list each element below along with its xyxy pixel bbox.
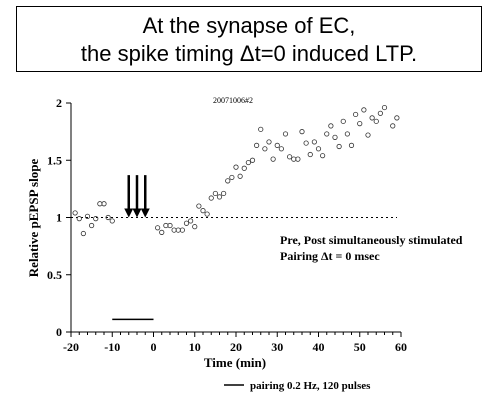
data-point bbox=[315, 146, 322, 152]
data-point bbox=[299, 129, 305, 135]
data-point bbox=[262, 146, 268, 152]
data-point bbox=[278, 146, 284, 152]
data-point bbox=[241, 165, 247, 171]
data-point bbox=[287, 154, 293, 160]
data-point bbox=[390, 123, 396, 129]
data-point bbox=[93, 216, 99, 222]
legend-label: pairing 0.2 Hz, 120 pulses bbox=[250, 380, 371, 392]
data-point bbox=[159, 229, 165, 235]
title-line-2: the spike timing Δt=0 induced LTP. bbox=[80, 41, 418, 66]
x-tick-label: 20 bbox=[230, 340, 242, 354]
data-point bbox=[196, 203, 202, 209]
data-point bbox=[216, 194, 223, 200]
y-axis-label: Relative pEPSP slope bbox=[26, 159, 41, 278]
x-tick-label: 10 bbox=[189, 340, 201, 354]
annotation-line-2: Pairing Δt = 0 msec bbox=[280, 249, 380, 263]
data-point bbox=[155, 225, 161, 231]
data-point bbox=[183, 220, 190, 226]
data-point bbox=[270, 156, 276, 162]
data-point bbox=[348, 142, 355, 148]
data-point bbox=[361, 107, 367, 113]
data-point bbox=[336, 143, 342, 150]
data-point bbox=[249, 157, 256, 163]
x-axis-label: Time (min) bbox=[204, 355, 266, 370]
data-point bbox=[282, 131, 289, 137]
annotation-line-1: Pre, Post simultaneously stimulated bbox=[280, 233, 463, 247]
data-point bbox=[80, 230, 86, 237]
data-point bbox=[258, 126, 264, 132]
data-point bbox=[373, 118, 379, 124]
data-point bbox=[245, 159, 251, 166]
data-point bbox=[394, 115, 400, 121]
data-point bbox=[311, 139, 317, 145]
data-point bbox=[369, 115, 375, 121]
data-point bbox=[204, 211, 210, 217]
data-point bbox=[208, 195, 214, 201]
data-point bbox=[357, 121, 363, 127]
data-point bbox=[84, 213, 91, 219]
data-point bbox=[76, 216, 82, 222]
data-point bbox=[212, 190, 218, 197]
data-point bbox=[229, 174, 235, 181]
data-point bbox=[105, 214, 111, 221]
data-point bbox=[72, 210, 78, 216]
data-point bbox=[89, 222, 95, 229]
data-point bbox=[179, 227, 185, 233]
data-point bbox=[353, 111, 359, 118]
data-point bbox=[344, 131, 350, 137]
data-point bbox=[225, 178, 231, 184]
data-point bbox=[381, 104, 388, 111]
x-tick-label: 50 bbox=[354, 340, 366, 354]
data-point bbox=[167, 222, 173, 229]
data-point bbox=[237, 173, 243, 179]
data-point bbox=[266, 139, 272, 145]
data-point bbox=[332, 134, 338, 140]
x-tick-label: 0 bbox=[151, 340, 157, 354]
data-point bbox=[307, 151, 313, 158]
data-points bbox=[72, 104, 400, 237]
data-point bbox=[101, 201, 107, 207]
x-tick-label: 30 bbox=[271, 340, 283, 354]
data-point bbox=[324, 131, 330, 137]
y-tick-label: 0 bbox=[56, 325, 62, 339]
data-point bbox=[188, 218, 194, 224]
data-point bbox=[274, 142, 280, 148]
data-point bbox=[233, 164, 239, 170]
pairing-arrow-head bbox=[124, 208, 134, 218]
data-point bbox=[200, 208, 206, 214]
y-tick-label: 2 bbox=[56, 96, 62, 110]
y-tick-label: 1.5 bbox=[47, 153, 62, 167]
title-box: At the synapse of EC, the spike timing Δ… bbox=[16, 6, 482, 72]
pairing-arrow-head bbox=[132, 208, 142, 218]
x-tick-label: -10 bbox=[104, 340, 120, 354]
pairing-arrow-head bbox=[140, 208, 150, 218]
x-tick-label: 60 bbox=[395, 340, 407, 354]
axis-ticks: 0 0.5 1 1.5 2 -20 -10 0 10 20 30 40 50 60 bbox=[47, 96, 407, 354]
data-point bbox=[328, 123, 334, 129]
x-tick-label: -20 bbox=[63, 340, 79, 354]
pairing-arrows bbox=[124, 175, 150, 218]
data-point bbox=[340, 118, 346, 124]
y-tick-label: 0.5 bbox=[47, 268, 62, 282]
data-point bbox=[303, 140, 309, 146]
data-point bbox=[365, 132, 371, 138]
title-line-1: At the synapse of EC, bbox=[142, 13, 356, 38]
data-point bbox=[320, 153, 326, 159]
data-point bbox=[221, 190, 227, 197]
data-point bbox=[295, 156, 301, 162]
chart-subtitle: 20071006#2 bbox=[213, 96, 253, 105]
data-point bbox=[109, 218, 115, 224]
data-point bbox=[254, 142, 260, 148]
data-point bbox=[192, 224, 198, 230]
y-tick-label: 1 bbox=[56, 211, 62, 225]
data-point bbox=[377, 110, 383, 116]
x-tick-label: 40 bbox=[313, 340, 325, 354]
